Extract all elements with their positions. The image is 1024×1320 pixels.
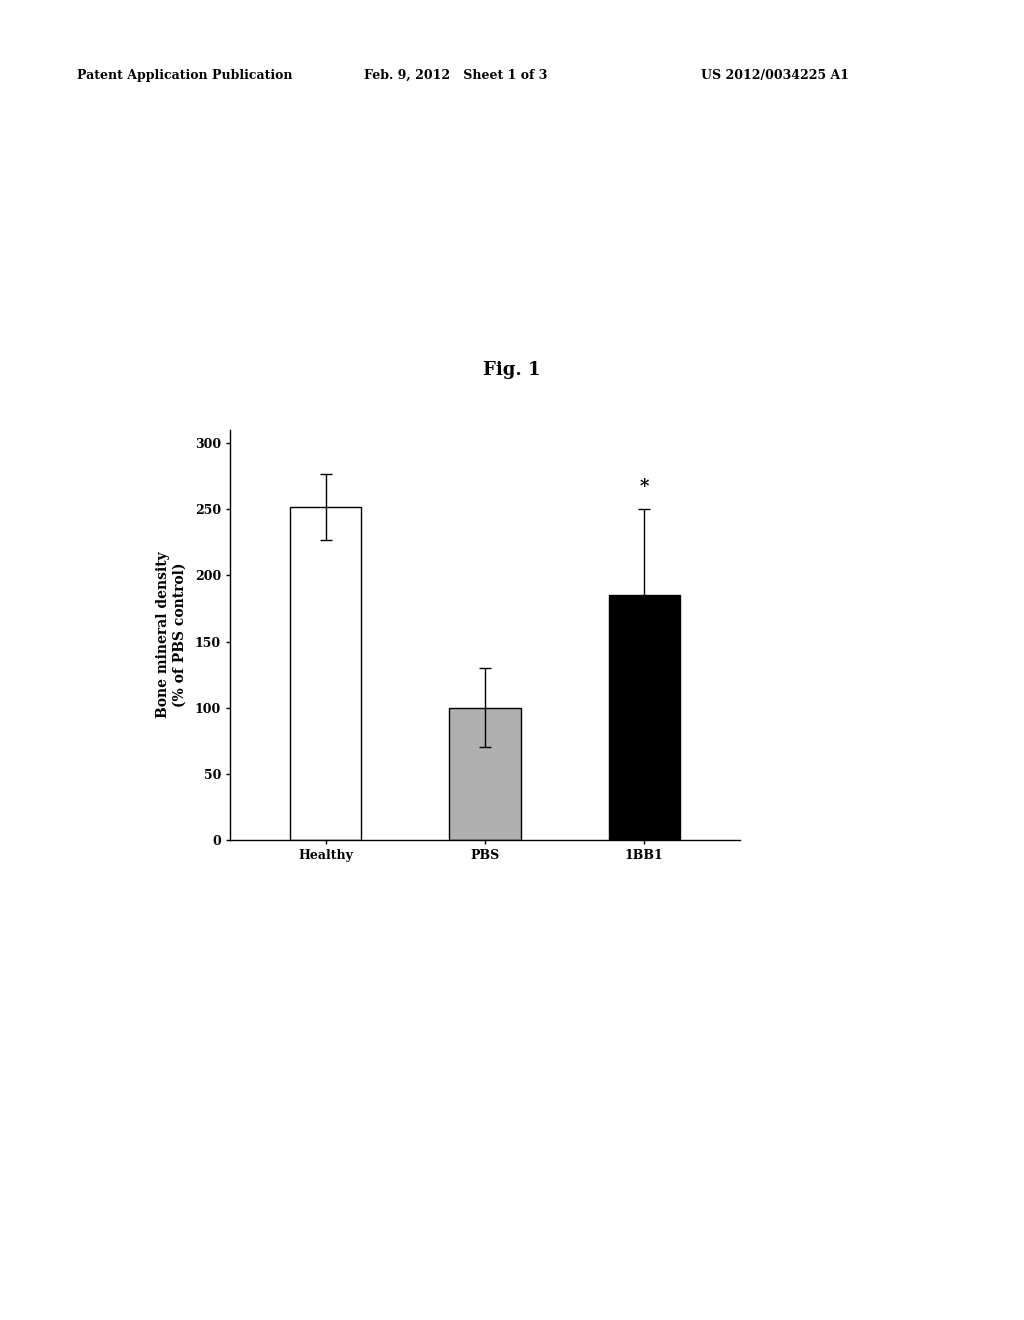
Bar — [290, 507, 361, 840]
Y-axis label: Bone mineral density
(% of PBS control): Bone mineral density (% of PBS control) — [157, 552, 186, 718]
Bar — [608, 595, 680, 840]
Bar — [450, 708, 521, 840]
Text: Feb. 9, 2012   Sheet 1 of 3: Feb. 9, 2012 Sheet 1 of 3 — [364, 69, 547, 82]
Text: Patent Application Publication: Patent Application Publication — [77, 69, 292, 82]
Text: Fig. 1: Fig. 1 — [483, 360, 541, 379]
Text: *: * — [640, 478, 649, 496]
Text: US 2012/0034225 A1: US 2012/0034225 A1 — [701, 69, 850, 82]
